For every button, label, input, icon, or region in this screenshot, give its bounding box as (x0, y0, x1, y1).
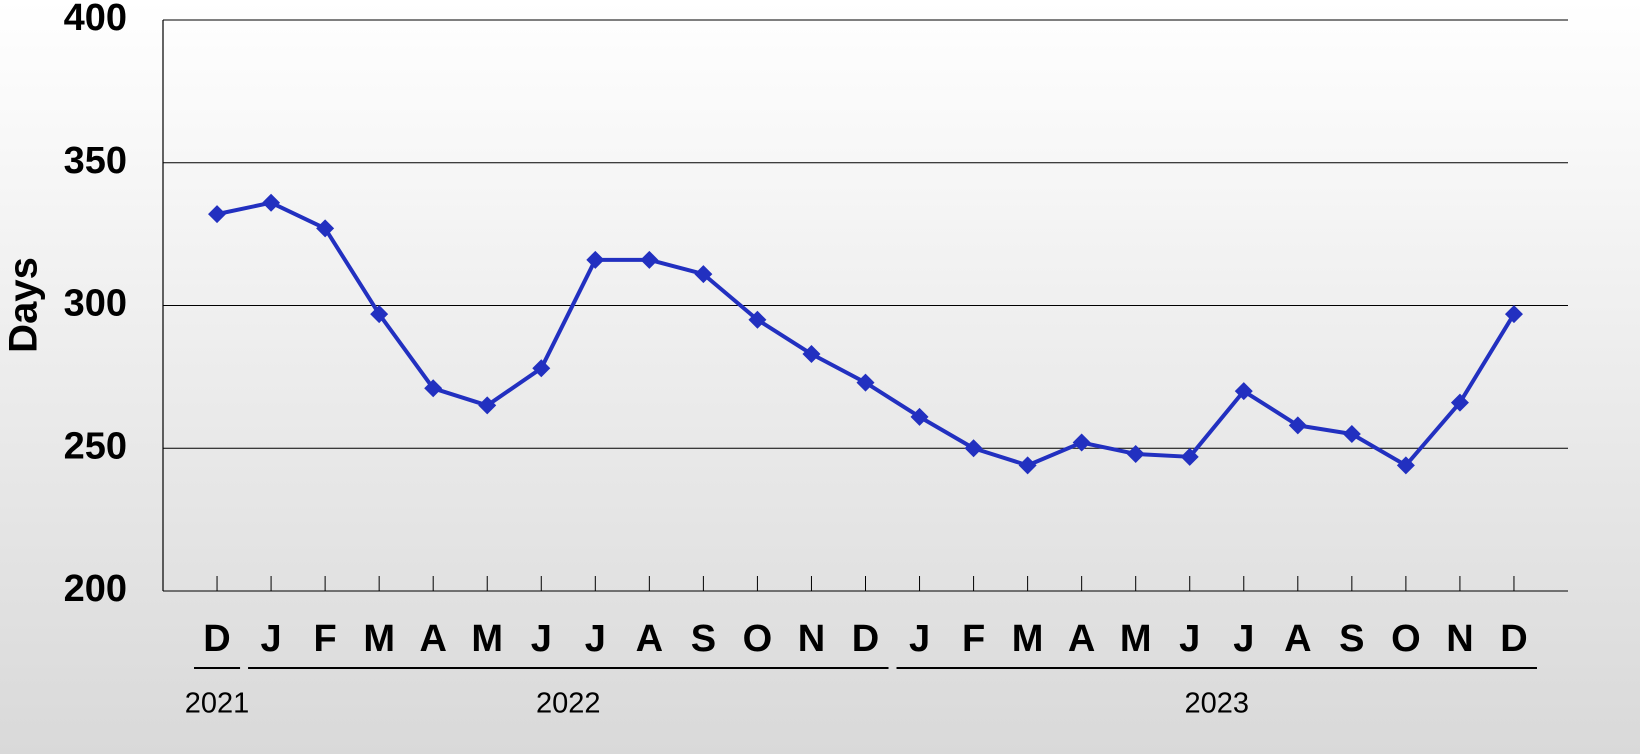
marker (694, 265, 713, 284)
x-tick-label: M (363, 618, 395, 660)
x-tick-label: O (1391, 618, 1421, 660)
x-tick-label: N (798, 618, 825, 660)
marker (1288, 416, 1307, 435)
marker (1504, 305, 1523, 324)
y-tick-label: 200 (64, 568, 127, 610)
y-tick-label: 300 (64, 283, 127, 325)
marker (316, 219, 335, 238)
x-tick-label: M (471, 618, 503, 660)
x-tick-label: D (852, 618, 879, 660)
x-tick-label: J (1179, 618, 1200, 660)
marker (1450, 393, 1469, 412)
marker (748, 310, 767, 329)
marker (1018, 456, 1037, 475)
y-tick-label: 400 (64, 0, 127, 39)
x-tick-label: F (962, 618, 985, 660)
x-tick-label: J (261, 618, 282, 660)
x-tick-label: S (691, 618, 716, 660)
x-tick-label: N (1446, 618, 1473, 660)
marker (1342, 424, 1361, 443)
marker (262, 193, 281, 212)
marker (1072, 433, 1091, 452)
x-tick-label: J (585, 618, 606, 660)
marker (478, 396, 497, 415)
x-tick-label: A (1068, 618, 1095, 660)
x-tick-label: A (1284, 618, 1311, 660)
marker (964, 439, 983, 458)
marker (1180, 447, 1199, 466)
y-tick-label: 250 (64, 425, 127, 467)
group-label: 2021 (185, 688, 250, 720)
group-label: 2022 (536, 688, 601, 720)
marker (640, 250, 659, 269)
marker (532, 359, 551, 378)
marker (586, 250, 605, 269)
marker (1396, 456, 1415, 475)
marker (802, 345, 821, 364)
x-tick-label: O (743, 618, 773, 660)
x-tick-label: J (531, 618, 552, 660)
marker (424, 379, 443, 398)
marker (1234, 382, 1253, 401)
x-tick-label: D (203, 618, 230, 660)
x-tick-label: M (1012, 618, 1044, 660)
group-label: 2023 (1184, 688, 1249, 720)
x-tick-label: J (1233, 618, 1254, 660)
marker (856, 373, 875, 392)
y-axis-label: Days (2, 257, 46, 353)
x-tick-label: M (1120, 618, 1152, 660)
x-tick-label: J (909, 618, 930, 660)
marker (370, 305, 389, 324)
marker (910, 407, 929, 426)
x-tick-label: A (636, 618, 663, 660)
x-tick-label: D (1500, 618, 1527, 660)
marker (208, 205, 227, 224)
y-tick-label: 350 (64, 140, 127, 182)
x-tick-label: F (314, 618, 337, 660)
marker (1126, 444, 1145, 463)
x-tick-label: A (419, 618, 446, 660)
x-tick-label: S (1339, 618, 1364, 660)
